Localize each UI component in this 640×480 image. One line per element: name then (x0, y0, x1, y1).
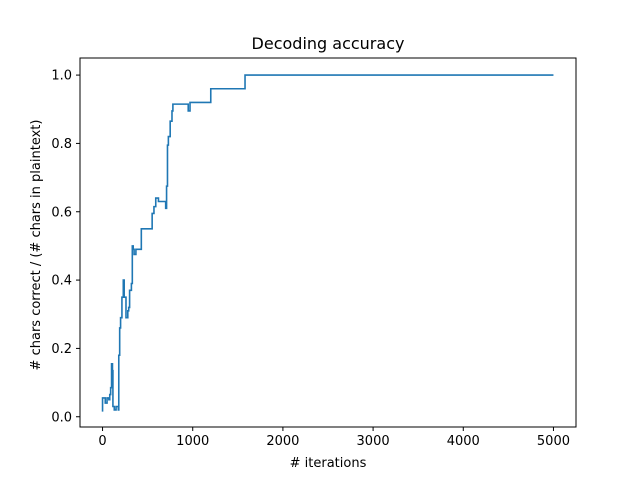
y-tick-label: 0.2 (51, 342, 72, 357)
y-tick-label: 1.0 (51, 69, 72, 84)
x-tick-label: 4000 (447, 434, 480, 449)
x-tick-label: 3000 (357, 434, 390, 449)
y-axis-ticks: 0.0 0.2 0.4 0.6 0.8 1.0 (51, 69, 80, 425)
x-axis-label: # iterations (290, 456, 367, 471)
plot-area (101, 74, 554, 412)
y-tick-label: 0.0 (51, 410, 72, 425)
x-axis-ticks: 0 1000 2000 3000 4000 5000 (98, 427, 570, 449)
x-tick-label: 1000 (176, 434, 209, 449)
series-line-0 (101, 74, 554, 412)
y-tick-label: 0.4 (51, 274, 72, 289)
chart-title: Decoding accuracy (252, 34, 405, 53)
y-tick-label: 0.6 (51, 205, 72, 220)
y-tick-label: 0.8 (51, 137, 72, 152)
axes-frame (79, 57, 577, 428)
x-tick-label: 0 (98, 434, 106, 449)
y-axis-label: # chars correct / (# chars in plaintext) (29, 120, 44, 371)
x-tick-label: 2000 (266, 434, 299, 449)
x-tick-label: 5000 (537, 434, 570, 449)
